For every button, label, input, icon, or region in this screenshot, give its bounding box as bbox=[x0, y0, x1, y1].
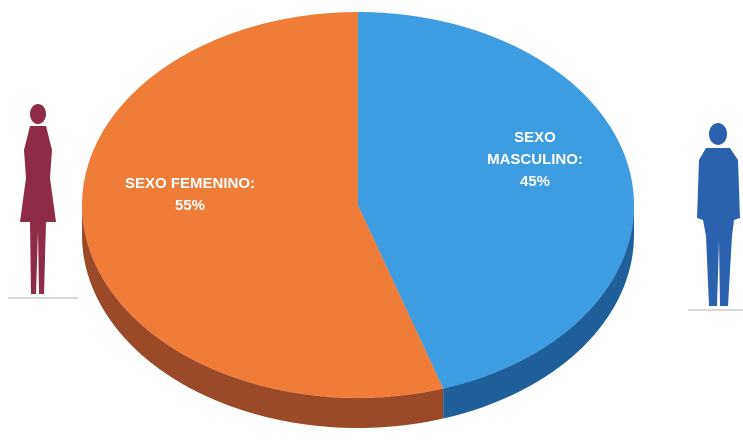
slice-value-label: 45% bbox=[519, 173, 551, 190]
slice-category: SEXO FEMENINO: bbox=[124, 175, 255, 192]
slice-value-label: 55% bbox=[174, 197, 206, 214]
slice bbox=[81, 12, 444, 399]
woman-icon bbox=[20, 104, 56, 294]
man-icon bbox=[697, 123, 740, 306]
slice-side bbox=[443, 205, 634, 419]
slice bbox=[358, 12, 634, 389]
slice-side bbox=[82, 205, 444, 428]
slice-label: SEXO MASCULINO: 45% bbox=[475, 127, 595, 193]
slice-label: SEXO FEMENINO: 55% bbox=[90, 173, 290, 217]
slice-category: SEXO MASCULINO: bbox=[487, 129, 583, 168]
silhouettes bbox=[8, 104, 743, 311]
